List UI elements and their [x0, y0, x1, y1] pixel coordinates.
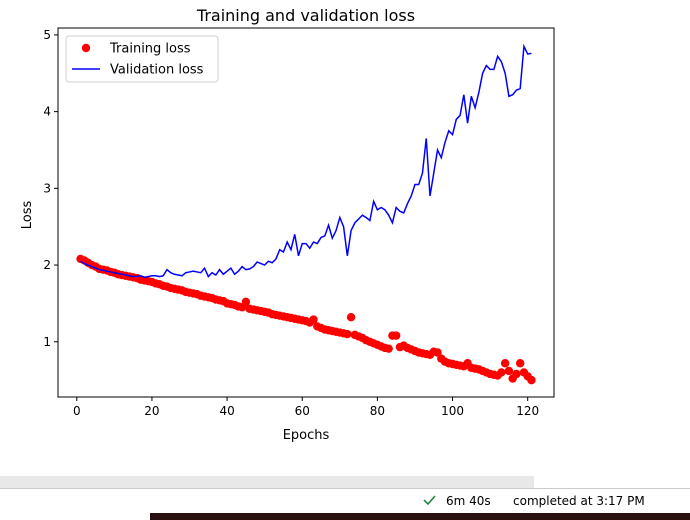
legend-label: Training loss [109, 42, 191, 57]
data-point [384, 344, 393, 353]
data-point [504, 366, 514, 376]
x-tick-label: 120 [516, 404, 539, 418]
x-tick-label: 0 [73, 404, 81, 418]
chart: Training and validation loss Epochs Loss… [20, 6, 555, 443]
x-tick-label: 20 [144, 404, 159, 418]
legend-marker [81, 43, 91, 53]
x-tick-label: 60 [295, 404, 310, 418]
data-point [309, 315, 318, 324]
y-tick-label: 5 [43, 28, 51, 42]
plot-frame [57, 27, 555, 398]
data-point [512, 369, 521, 379]
y-tick-label: 2 [43, 258, 51, 272]
data-point [391, 331, 401, 340]
duration: 6m 40s [446, 494, 491, 508]
data-point [346, 313, 356, 322]
scrollbar [0, 476, 534, 488]
legend-label: Validation loss [110, 63, 204, 78]
status-bar: 6m 40s completed at 3:17 PM [0, 476, 690, 520]
check-icon [423, 495, 436, 506]
data-point [500, 359, 510, 368]
data-point [497, 368, 506, 377]
y-tick-label: 1 [43, 335, 51, 349]
data-point [433, 348, 442, 357]
data-point [515, 359, 525, 368]
x-tick-label: 40 [219, 404, 234, 418]
x-tick-label: 80 [370, 404, 385, 418]
chart-title: Training and validation loss [196, 6, 415, 25]
bottom-strip [150, 513, 690, 520]
y-tick-label: 4 [43, 105, 51, 119]
y-tick-label: 3 [43, 181, 51, 195]
series-line [80, 43, 532, 279]
completed-text: completed at 3:17 PM [513, 494, 645, 508]
legend-box [65, 35, 219, 83]
data-point [527, 375, 536, 385]
data-point [343, 329, 352, 339]
y-axis-label: Loss [20, 201, 35, 230]
x-tick-label: 100 [441, 404, 464, 418]
data-point [241, 297, 251, 307]
x-axis-label: Epochs [283, 428, 330, 443]
